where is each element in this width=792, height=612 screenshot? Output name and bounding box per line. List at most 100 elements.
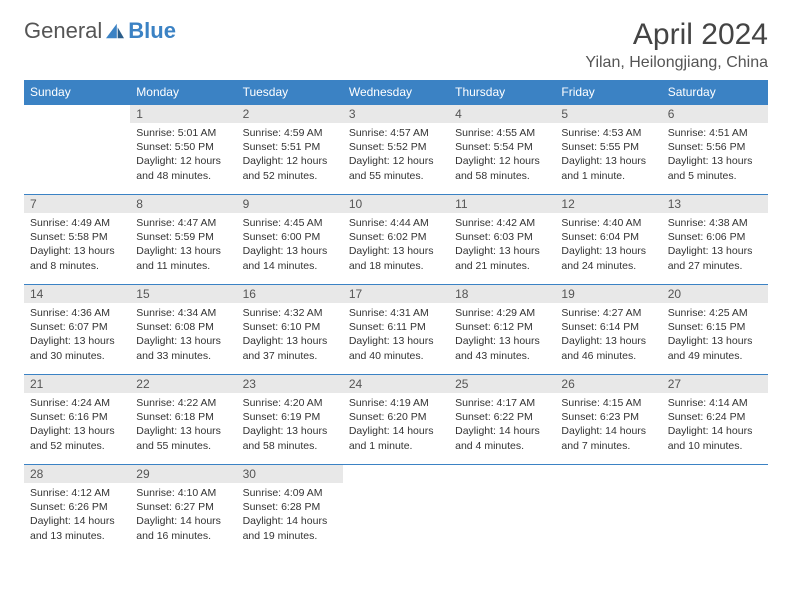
day-body: Sunrise: 4:57 AMSunset: 5:52 PMDaylight:… <box>343 123 449 189</box>
daylight-text: Daylight: 14 hours and 1 minute. <box>349 424 443 452</box>
sunset-text: Sunset: 5:55 PM <box>561 140 655 154</box>
day-number: 27 <box>662 375 768 393</box>
sunrise-text: Sunrise: 4:24 AM <box>30 396 124 410</box>
sunrise-text: Sunrise: 4:45 AM <box>243 216 337 230</box>
day-body: Sunrise: 4:55 AMSunset: 5:54 PMDaylight:… <box>449 123 555 189</box>
calendar-cell: 15Sunrise: 4:34 AMSunset: 6:08 PMDayligh… <box>130 285 236 375</box>
calendar-cell: 28Sunrise: 4:12 AMSunset: 6:26 PMDayligh… <box>24 465 130 555</box>
sunrise-text: Sunrise: 4:59 AM <box>243 126 337 140</box>
dow-friday: Friday <box>555 80 661 105</box>
day-body: Sunrise: 4:31 AMSunset: 6:11 PMDaylight:… <box>343 303 449 369</box>
day-number: 16 <box>237 285 343 303</box>
calendar-cell: 11 Sunrise: 4:42 AMSunset: 6:03 PMDayligh… <box>449 195 555 285</box>
day-body: Sunrise: 4:29 AMSunset: 6:12 PMDaylight:… <box>449 303 555 369</box>
sunset-text: Sunset: 6:00 PM <box>243 230 337 244</box>
calendar-cell: 14Sunrise: 4:36 AMSunset: 6:07 PMDayligh… <box>24 285 130 375</box>
day-body: Sunrise: 4:19 AMSunset: 6:20 PMDaylight:… <box>343 393 449 459</box>
dow-monday: Monday <box>130 80 236 105</box>
calendar-cell <box>24 105 130 195</box>
sunrise-text: Sunrise: 4:25 AM <box>668 306 762 320</box>
day-number: 22 <box>130 375 236 393</box>
dow-wednesday: Wednesday <box>343 80 449 105</box>
day-number: 29 <box>130 465 236 483</box>
calendar-cell: 7Sunrise: 4:49 AMSunset: 5:58 PMDaylight… <box>24 195 130 285</box>
daylight-text: Daylight: 12 hours and 55 minutes. <box>349 154 443 182</box>
day-number <box>24 105 130 109</box>
sunset-text: Sunset: 5:59 PM <box>136 230 230 244</box>
calendar-cell: 22Sunrise: 4:22 AMSunset: 6:18 PMDayligh… <box>130 375 236 465</box>
sunrise-text: Sunrise: 4:55 AM <box>455 126 549 140</box>
daylight-text: Daylight: 14 hours and 19 minutes. <box>243 514 337 542</box>
page-header: General Blue April 2024 Yilan, Heilongji… <box>24 18 768 72</box>
calendar-cell: 13Sunrise: 4:38 AMSunset: 6:06 PMDayligh… <box>662 195 768 285</box>
sunset-text: Sunset: 6:15 PM <box>668 320 762 334</box>
sunrise-text: Sunrise: 5:01 AM <box>136 126 230 140</box>
daylight-text: Daylight: 13 hours and 27 minutes. <box>668 244 762 272</box>
day-body: Sunrise: 4:12 AMSunset: 6:26 PMDaylight:… <box>24 483 130 549</box>
dow-row: Sunday Monday Tuesday Wednesday Thursday… <box>24 80 768 105</box>
day-body: Sunrise: 4:10 AMSunset: 6:27 PMDaylight:… <box>130 483 236 549</box>
sunrise-text: Sunrise: 4:20 AM <box>243 396 337 410</box>
sunset-text: Sunset: 6:03 PM <box>455 230 549 244</box>
day-number: 6 <box>662 105 768 123</box>
day-number: 8 <box>130 195 236 213</box>
day-number: 21 <box>24 375 130 393</box>
daylight-text: Daylight: 13 hours and 33 minutes. <box>136 334 230 362</box>
sunset-text: Sunset: 6:06 PM <box>668 230 762 244</box>
calendar-cell: 27Sunrise: 4:14 AMSunset: 6:24 PMDayligh… <box>662 375 768 465</box>
day-number: 20 <box>662 285 768 303</box>
daylight-text: Daylight: 14 hours and 13 minutes. <box>30 514 124 542</box>
day-number: 12 <box>555 195 661 213</box>
sunset-text: Sunset: 6:07 PM <box>30 320 124 334</box>
day-body: Sunrise: 4:17 AMSunset: 6:22 PMDaylight:… <box>449 393 555 459</box>
day-number: 30 <box>237 465 343 483</box>
sunset-text: Sunset: 6:28 PM <box>243 500 337 514</box>
day-body: Sunrise: 4:36 AMSunset: 6:07 PMDaylight:… <box>24 303 130 369</box>
sunrise-text: Sunrise: 4:36 AM <box>30 306 124 320</box>
daylight-text: Daylight: 13 hours and 46 minutes. <box>561 334 655 362</box>
calendar-cell: 24Sunrise: 4:19 AMSunset: 6:20 PMDayligh… <box>343 375 449 465</box>
day-body: Sunrise: 4:27 AMSunset: 6:14 PMDaylight:… <box>555 303 661 369</box>
sunset-text: Sunset: 5:52 PM <box>349 140 443 154</box>
day-body: Sunrise: 4:38 AMSunset: 6:06 PMDaylight:… <box>662 213 768 279</box>
day-number <box>343 465 449 469</box>
sunset-text: Sunset: 6:04 PM <box>561 230 655 244</box>
calendar-cell <box>343 465 449 555</box>
sunrise-text: Sunrise: 4:31 AM <box>349 306 443 320</box>
sunset-text: Sunset: 6:11 PM <box>349 320 443 334</box>
logo-text-blue-wrap: Blue <box>128 18 176 44</box>
day-number <box>449 465 555 469</box>
calendar-cell: 20 Sunrise: 4:25 AMSunset: 6:15 PMDayligh… <box>662 285 768 375</box>
sunrise-text: Sunrise: 4:15 AM <box>561 396 655 410</box>
day-number <box>555 465 661 469</box>
sunrise-text: Sunrise: 4:09 AM <box>243 486 337 500</box>
calendar-cell: 16Sunrise: 4:32 AMSunset: 6:10 PMDayligh… <box>237 285 343 375</box>
daylight-text: Daylight: 13 hours and 58 minutes. <box>243 424 337 452</box>
sunset-text: Sunset: 6:18 PM <box>136 410 230 424</box>
daylight-text: Daylight: 13 hours and 30 minutes. <box>30 334 124 362</box>
day-body: Sunrise: 4:51 AMSunset: 5:56 PMDaylight:… <box>662 123 768 189</box>
daylight-text: Daylight: 13 hours and 8 minutes. <box>30 244 124 272</box>
daylight-text: Daylight: 13 hours and 43 minutes. <box>455 334 549 362</box>
daylight-text: Daylight: 13 hours and 21 minutes. <box>455 244 549 272</box>
day-number: 23 <box>237 375 343 393</box>
calendar-cell: 23Sunrise: 4:20 AMSunset: 6:19 PMDayligh… <box>237 375 343 465</box>
day-number: 28 <box>24 465 130 483</box>
day-number: 11 <box>449 195 555 213</box>
daylight-text: Daylight: 13 hours and 49 minutes. <box>668 334 762 362</box>
sunrise-text: Sunrise: 4:22 AM <box>136 396 230 410</box>
sunrise-text: Sunrise: 4:49 AM <box>30 216 124 230</box>
calendar-cell: 1Sunrise: 5:01 AMSunset: 5:50 PMDaylight… <box>130 105 236 195</box>
sunrise-text: Sunrise: 4:17 AM <box>455 396 549 410</box>
dow-tuesday: Tuesday <box>237 80 343 105</box>
daylight-text: Daylight: 14 hours and 16 minutes. <box>136 514 230 542</box>
day-body: Sunrise: 4:24 AMSunset: 6:16 PMDaylight:… <box>24 393 130 459</box>
sunrise-text: Sunrise: 4:57 AM <box>349 126 443 140</box>
calendar-cell: 19Sunrise: 4:27 AMSunset: 6:14 PMDayligh… <box>555 285 661 375</box>
day-body: Sunrise: 4:45 AMSunset: 6:00 PMDaylight:… <box>237 213 343 279</box>
dow-saturday: Saturday <box>662 80 768 105</box>
sunrise-text: Sunrise: 4:42 AM <box>455 216 549 230</box>
calendar-cell: 4Sunrise: 4:55 AMSunset: 5:54 PMDaylight… <box>449 105 555 195</box>
sunrise-text: Sunrise: 4:40 AM <box>561 216 655 230</box>
calendar-cell: 5Sunrise: 4:53 AMSunset: 5:55 PMDaylight… <box>555 105 661 195</box>
